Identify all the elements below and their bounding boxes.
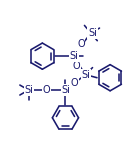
Text: Si: Si [25,85,34,95]
Text: O: O [72,61,80,71]
Text: O: O [77,39,85,49]
Text: Si: Si [70,51,78,61]
Text: Si: Si [88,28,97,38]
Text: O: O [42,85,50,95]
Text: Si: Si [62,85,71,95]
Text: Si: Si [82,70,91,80]
Text: O: O [70,78,78,88]
